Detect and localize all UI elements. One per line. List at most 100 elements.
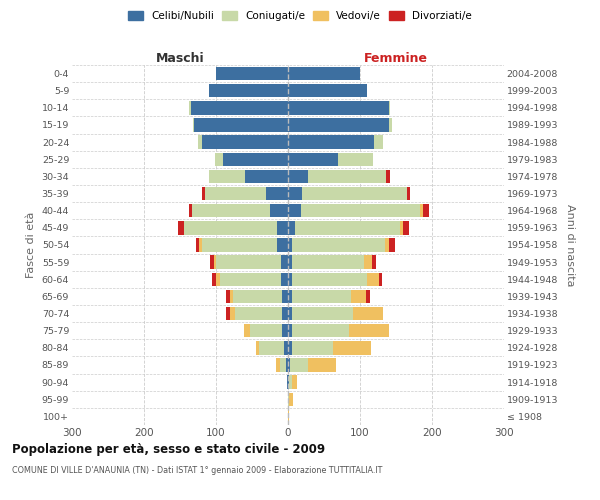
- Bar: [288, 84, 367, 98]
- Bar: [288, 170, 308, 183]
- Bar: [288, 307, 383, 320]
- Bar: [277, 238, 288, 252]
- Bar: [233, 290, 288, 303]
- Bar: [199, 238, 288, 252]
- Bar: [193, 118, 288, 132]
- Bar: [288, 341, 371, 354]
- Bar: [196, 238, 288, 252]
- Bar: [288, 187, 410, 200]
- Bar: [288, 84, 367, 98]
- Bar: [244, 324, 288, 338]
- Bar: [192, 204, 288, 218]
- Bar: [226, 290, 288, 303]
- Bar: [286, 358, 288, 372]
- Bar: [282, 290, 288, 303]
- Bar: [226, 307, 288, 320]
- Bar: [288, 136, 383, 149]
- Bar: [192, 204, 288, 218]
- Bar: [288, 358, 290, 372]
- Bar: [216, 67, 288, 80]
- Bar: [288, 170, 386, 183]
- Bar: [288, 341, 334, 354]
- Bar: [288, 136, 374, 149]
- Bar: [288, 204, 424, 218]
- Bar: [245, 170, 288, 183]
- Bar: [281, 256, 288, 269]
- Bar: [220, 272, 288, 286]
- Bar: [216, 67, 288, 80]
- Bar: [288, 204, 429, 218]
- Bar: [288, 392, 289, 406]
- Bar: [288, 376, 289, 389]
- Bar: [209, 170, 288, 183]
- Bar: [230, 290, 288, 303]
- Text: COMUNE DI VILLE D'ANAUNIA (TN) - Dati ISTAT 1° gennaio 2009 - Elaborazione TUTTI: COMUNE DI VILLE D'ANAUNIA (TN) - Dati IS…: [12, 466, 382, 475]
- Bar: [288, 238, 389, 252]
- Bar: [188, 204, 288, 218]
- Bar: [288, 84, 367, 98]
- Bar: [288, 272, 367, 286]
- Text: Maschi: Maschi: [155, 52, 205, 65]
- Bar: [198, 136, 288, 149]
- Bar: [205, 187, 288, 200]
- Bar: [288, 152, 373, 166]
- Bar: [190, 101, 288, 114]
- Bar: [288, 358, 335, 372]
- Bar: [288, 187, 302, 200]
- Bar: [288, 307, 292, 320]
- Bar: [287, 376, 288, 389]
- Bar: [209, 84, 288, 98]
- Bar: [184, 221, 288, 234]
- Bar: [288, 256, 292, 269]
- Bar: [215, 152, 288, 166]
- Bar: [288, 136, 383, 149]
- Bar: [256, 341, 288, 354]
- Bar: [281, 272, 288, 286]
- Bar: [288, 221, 295, 234]
- Bar: [288, 256, 364, 269]
- Bar: [288, 392, 293, 406]
- Bar: [288, 324, 389, 338]
- Bar: [280, 358, 288, 372]
- Bar: [288, 152, 373, 166]
- Bar: [288, 272, 292, 286]
- Bar: [194, 118, 288, 132]
- Bar: [287, 376, 288, 389]
- Bar: [284, 341, 288, 354]
- Bar: [288, 221, 400, 234]
- Y-axis label: Fasce di età: Fasce di età: [26, 212, 36, 278]
- Bar: [287, 376, 288, 389]
- Bar: [288, 256, 376, 269]
- Bar: [288, 410, 289, 423]
- Bar: [288, 152, 373, 166]
- Bar: [282, 307, 288, 320]
- Bar: [288, 84, 367, 98]
- Bar: [288, 152, 338, 166]
- Bar: [288, 67, 360, 80]
- Bar: [288, 307, 383, 320]
- Bar: [277, 358, 288, 372]
- Bar: [288, 67, 360, 80]
- Bar: [205, 187, 288, 200]
- Bar: [216, 256, 288, 269]
- Bar: [250, 324, 288, 338]
- Bar: [288, 324, 349, 338]
- Bar: [215, 152, 288, 166]
- Bar: [256, 341, 288, 354]
- Bar: [288, 101, 390, 114]
- Bar: [288, 118, 392, 132]
- Bar: [288, 256, 372, 269]
- Bar: [288, 376, 292, 389]
- Bar: [288, 290, 350, 303]
- Bar: [288, 324, 292, 338]
- Bar: [202, 238, 288, 252]
- Bar: [288, 118, 392, 132]
- Bar: [288, 376, 298, 389]
- Bar: [209, 170, 288, 183]
- Bar: [288, 324, 389, 338]
- Bar: [266, 187, 288, 200]
- Bar: [288, 67, 360, 80]
- Bar: [216, 67, 288, 80]
- Bar: [190, 101, 288, 114]
- Bar: [202, 136, 288, 149]
